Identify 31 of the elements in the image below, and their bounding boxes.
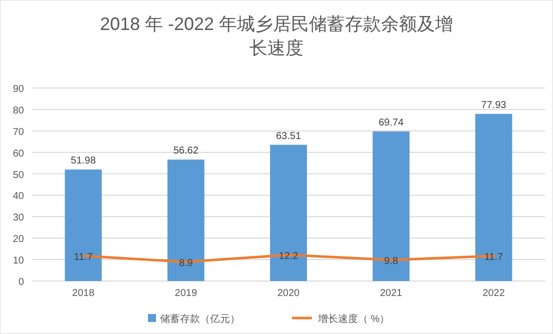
data-label: 77.93 (481, 100, 507, 111)
y-tick-label: 80 (12, 105, 24, 116)
y-tick-label: 30 (12, 212, 24, 224)
data-label: 51.98 (70, 156, 96, 167)
y-tick-label: 50 (12, 170, 24, 181)
bar (475, 114, 512, 281)
x-tick-label: 2018 (72, 288, 95, 299)
legend-label: 储蓄存款（亿元） (160, 313, 240, 325)
bar (270, 144, 307, 281)
data-label: 69.74 (378, 117, 404, 128)
y-tick-label: 60 (12, 148, 24, 160)
y-tick-label: 70 (12, 126, 24, 138)
data-label: 63.51 (276, 130, 302, 142)
x-tick-label: 2022 (482, 288, 506, 299)
legend-label: 增长速度（ %） (317, 313, 390, 325)
y-tick-label: 90 (12, 84, 24, 95)
data-label: 11.7 (484, 252, 504, 263)
y-tick-label: 10 (12, 256, 24, 267)
y-tick-label: 40 (12, 191, 24, 202)
y-tick-label: 0 (18, 277, 24, 288)
data-label: 11.7 (74, 252, 94, 263)
bar (64, 170, 102, 281)
bar (167, 160, 204, 281)
chart-title: 2018 年 -2022 年城乡居民储蓄存款余额及增长速度 (100, 14, 454, 58)
x-tick-label: 2020 (277, 288, 300, 299)
data-label: 56.62 (173, 146, 199, 157)
data-label: 12.2 (278, 250, 299, 262)
x-tick-label: 2021 (380, 288, 403, 299)
y-tick-label: 20 (12, 234, 24, 246)
bar (372, 131, 410, 281)
x-tick-label: 2019 (174, 288, 198, 299)
